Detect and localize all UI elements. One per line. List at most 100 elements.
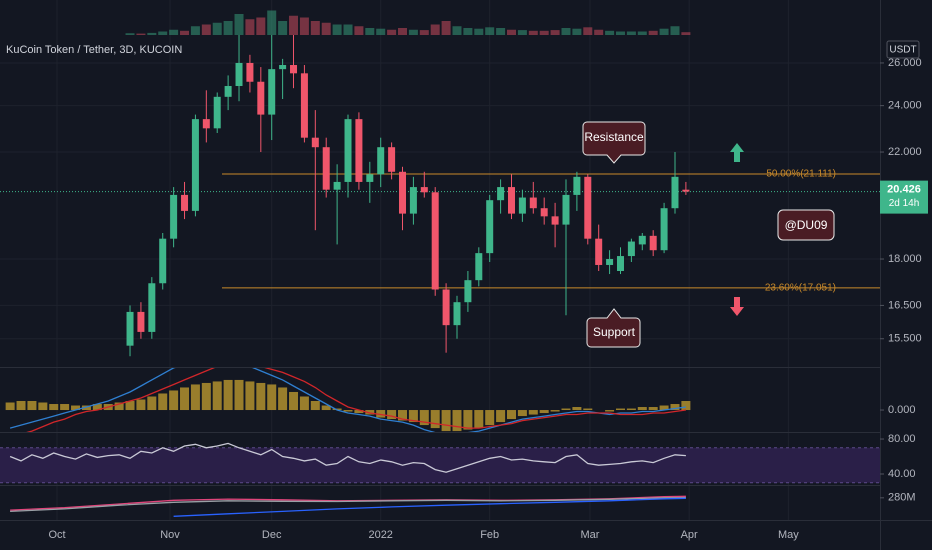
histogram-bar [506,410,516,420]
histogram-bar [223,379,233,411]
indicator-line [173,497,686,517]
histogram-bar [626,408,636,411]
histogram-bar [419,410,429,426]
author-tag: @DU09 [777,209,835,241]
histogram-bar [16,401,26,411]
x-tick-label: 2022 [368,529,392,541]
volume-bar [485,27,495,35]
annotation-text: @DU09 [785,218,828,232]
histogram-bar [550,410,560,412]
volume-bar [474,28,484,35]
histogram-bar [474,410,484,429]
volume-bar [169,29,179,35]
last-price-label: 20.426 [887,184,921,196]
volume-bar [605,30,615,35]
candle-body [573,176,581,195]
candle-body [540,208,548,217]
candle-body [627,241,635,257]
histogram-bar [365,410,375,415]
candle-body [235,62,243,87]
candle-body [649,235,657,251]
axis-layer: Oct Nov Dec 2022 Feb Mar Apr May 15.500 16.500 18.… [48,57,928,541]
x-tick-label: May [778,529,799,541]
candle-body [213,96,221,129]
candle-body [638,235,646,245]
histogram-bar [659,405,669,411]
chart-title: KuCoin Token / Tether, 3D, KUCOIN [6,44,182,56]
histogram-bar [463,410,473,430]
histogram-bar [158,393,168,411]
candle-body [584,176,592,239]
candle-body [311,137,319,148]
volume-bar [659,28,669,35]
candle-body [159,238,167,284]
volume-bar [506,29,516,35]
volume-bar [583,27,593,35]
volume-bar [452,26,462,35]
candle-body [300,73,308,138]
x-tick-label: Feb [480,529,499,541]
candle-body [388,147,396,172]
histogram-bar [147,396,157,411]
volume-bar [408,29,418,35]
histogram-bar [398,410,408,421]
y-tick-label: 0.000 [888,404,916,416]
histogram-bar [539,410,549,414]
y-tick-label: 15.500 [888,333,922,345]
candle-body [224,86,232,97]
volume-bar [343,24,353,35]
histogram-bar [289,391,299,411]
histogram-bar [81,405,91,411]
histogram-bar [201,382,211,411]
histogram-bar [60,404,70,411]
histogram-bar [485,410,495,426]
candle-body [137,311,145,332]
volume-bar [517,30,527,35]
histogram-bar [136,399,146,411]
volume-bar [572,28,582,35]
candle-body [606,259,614,265]
volume-bar [376,28,386,35]
volume-bar [463,28,473,35]
marks-layer [5,35,691,517]
support-callout: Support [586,308,641,348]
volume-bar [136,33,146,35]
x-tick-label: Dec [262,529,282,541]
indicator-line [9,442,686,473]
histogram-bar [615,408,625,411]
candle-body [551,216,559,225]
histogram-bar [408,410,418,423]
histogram-bar [376,410,386,418]
histogram-bar [528,410,538,415]
volume-bar [354,26,364,35]
volume-bar [670,26,680,35]
indicator-line [9,367,686,432]
volume-bar [387,29,397,35]
candle-body [660,208,668,251]
candle-body [497,187,505,201]
candle-body [442,289,450,326]
candle-body [290,65,298,74]
y-tick-label: 24.000 [888,100,922,112]
histogram-bar [452,410,462,432]
countdown-label: 2d 14h [889,198,920,209]
volume-bar [496,28,506,35]
histogram-bar [180,387,190,411]
histogram-bar [92,404,102,411]
histogram-bar [169,390,179,411]
candle-body [191,119,199,211]
volume-bar [245,19,255,35]
candle-body [518,197,526,214]
volume-bar [626,31,636,35]
y-tick-label: 16.500 [888,299,922,311]
currency-box[interactable] [886,40,920,59]
histogram-bar [387,410,397,420]
candle-body [616,256,624,272]
volume-bar [158,31,168,35]
histogram-bar [670,404,680,411]
candle-body [464,280,472,303]
volume-bar [637,31,647,35]
volume-bar [550,30,560,35]
y-tick-label: 18.000 [888,253,922,265]
down-arrow [730,297,744,316]
